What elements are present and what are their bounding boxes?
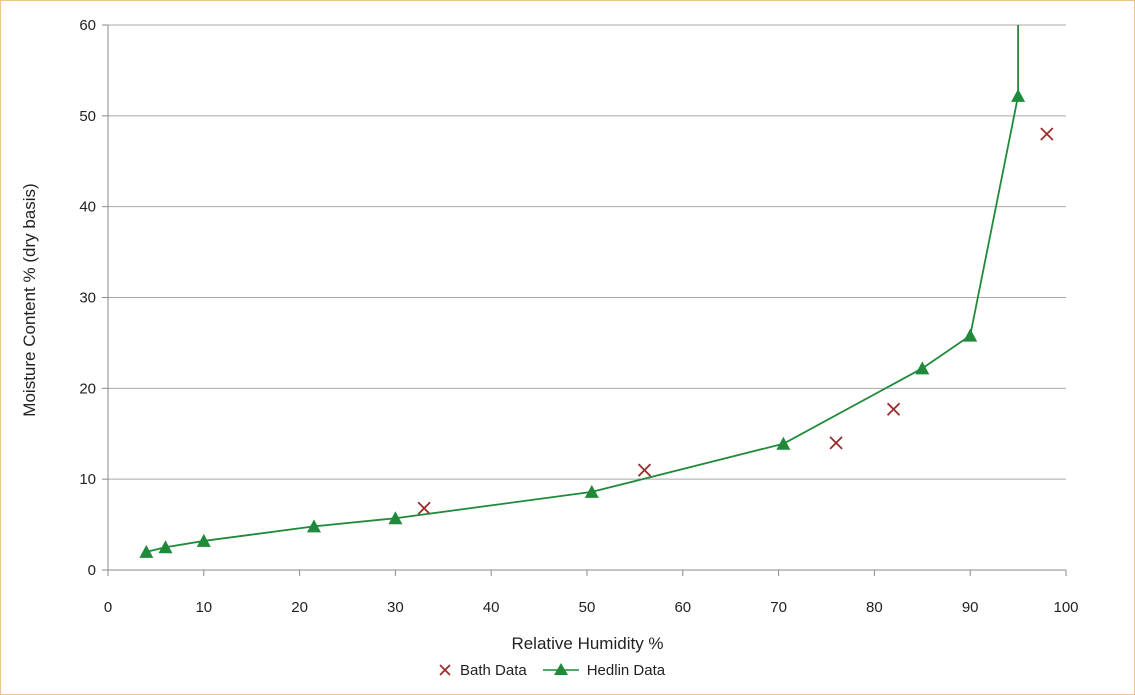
legend-triangle-marker-icon — [541, 661, 581, 679]
hedlin-point-1 — [158, 540, 173, 554]
hedlin-point-8 — [963, 328, 978, 342]
hedlin-point-4 — [388, 511, 403, 525]
x-tick-label-50: 50 — [579, 599, 596, 616]
bath-point-2 — [829, 436, 843, 450]
bath-point-stroke-b — [417, 501, 431, 515]
legend-x-marker-icon — [436, 661, 454, 679]
bath-point-stroke-b — [1040, 127, 1054, 141]
y-tick-label-10: 10 — [79, 471, 96, 488]
bath-point-0 — [417, 501, 431, 515]
legend-label-hedlin: Hedlin Data — [586, 661, 666, 679]
gridlines — [108, 24, 1066, 480]
bath-point-1 — [637, 463, 652, 477]
bath-point-stroke-b — [829, 436, 843, 450]
series-line-hedlin — [146, 25, 1019, 553]
x-tick-label-10: 10 — [195, 599, 212, 616]
x-tick-label-40: 40 — [483, 599, 500, 616]
bath-point-3 — [886, 402, 901, 416]
legend-label-bath: Bath Data — [460, 661, 527, 679]
bath-point-stroke-b — [886, 402, 901, 416]
hedlin-point-6 — [776, 436, 791, 450]
y-tick-label-50: 50 — [79, 108, 96, 125]
series-group — [139, 25, 1054, 558]
y-tick-label-60: 60 — [79, 17, 96, 34]
y-axis-label: Moisture Content % (dry basis) — [20, 183, 39, 417]
x-tick-label-100: 100 — [1053, 599, 1078, 616]
hedlin-point-9 — [1011, 88, 1026, 102]
x-tick-labels: 0 10 20 30 40 50 60 70 80 90 100 — [104, 570, 1079, 616]
hedlin-point-7 — [915, 361, 930, 375]
x-tick-label-0: 0 — [104, 599, 112, 616]
y-tick-label-30: 30 — [79, 290, 96, 307]
x-tick-label-80: 80 — [866, 599, 883, 616]
y-tick-label-20: 20 — [79, 380, 96, 397]
y-tick-labels: 0 10 20 30 40 50 60 — [79, 17, 108, 579]
x-axis-label: Relative Humidity % — [511, 634, 664, 653]
bath-point-stroke-b — [637, 463, 652, 477]
x-tick-label-70: 70 — [770, 599, 787, 616]
legend: Bath Data Hedlin Data — [436, 661, 665, 679]
y-tick-label-40: 40 — [79, 199, 96, 216]
y-tick-label-0: 0 — [88, 562, 96, 579]
x-tick-label-20: 20 — [291, 599, 308, 616]
x-tick-label-60: 60 — [674, 599, 691, 616]
legend-item-hedlin: Hedlin Data — [541, 661, 665, 679]
legend-item-bath: Bath Data — [436, 661, 527, 679]
hedlin-point-3 — [306, 519, 321, 533]
x-tick-label-90: 90 — [962, 599, 979, 616]
hedlin-point-2 — [196, 533, 211, 547]
hedlin-point-5 — [584, 484, 599, 498]
x-tick-label-30: 30 — [387, 599, 404, 616]
bath-point-4 — [1040, 127, 1054, 141]
hedlin-point-0 — [139, 544, 154, 558]
